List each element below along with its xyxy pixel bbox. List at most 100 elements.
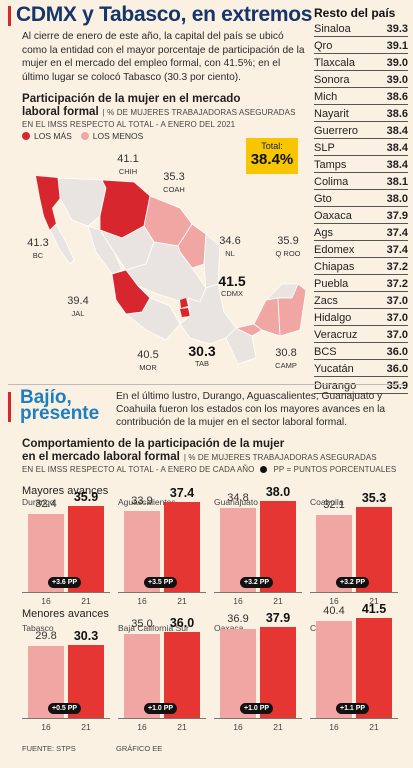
ranking-value: 36.0 <box>386 363 408 375</box>
ranking-value: 38.4 <box>386 125 408 137</box>
panel-state-name: Tabasco <box>22 623 54 633</box>
year-tick-label: 21 <box>177 596 187 606</box>
bar-label-2021: 37.4 <box>169 486 195 501</box>
ranking-state: Colima <box>314 176 349 188</box>
total-label: Total: <box>261 141 283 151</box>
year-tick-label: 16 <box>137 596 147 606</box>
year-tick-label: 16 <box>329 722 339 732</box>
ranking-value: 37.4 <box>386 227 408 239</box>
section2-title-line1: Bajío, <box>20 387 72 408</box>
ranking-row: Zacs 37.0 <box>314 292 408 309</box>
change-pp-badge: +1.0 PP <box>144 703 178 714</box>
year-tick-label: 16 <box>233 722 243 732</box>
map-state-south-west <box>125 297 181 341</box>
ranking-value: 37.4 <box>386 244 408 256</box>
map-label-tab: 30.3 TAB <box>188 343 216 368</box>
ranking-row: Mich 38.6 <box>314 88 408 105</box>
map-state-cdmx <box>180 298 188 308</box>
panel-state-name: Baja California Sur <box>118 623 189 633</box>
legend-less-label: LOS MENOS <box>92 131 144 141</box>
panel-baseline <box>214 718 302 719</box>
bar-label-2021: 35.3 <box>361 491 387 506</box>
credit-note: GRÁFICO EE <box>116 744 163 753</box>
legend-less-swatch <box>80 132 89 140</box>
section-divider <box>8 384 406 385</box>
ranking-state: Durango <box>314 380 357 392</box>
section2-title-line2: presente <box>20 403 100 424</box>
change-pp-badge: +3.6 PP <box>48 577 82 588</box>
legend-more-swatch <box>22 132 30 140</box>
ranking-row: Puebla 37.2 <box>314 275 408 292</box>
change-pp-badge: +3.2 PP <box>240 577 274 588</box>
ranking-value: 38.6 <box>386 91 408 103</box>
bar-label-2016: 34.8 <box>227 492 249 505</box>
legend-more-label: LOS MÁS <box>34 131 72 141</box>
ranking-value: 39.0 <box>386 74 408 86</box>
ranking-row: Gto 38.0 <box>314 190 408 207</box>
bar-2021 <box>356 618 392 718</box>
ranking-state: Chiapas <box>314 261 355 273</box>
ranking-state: Oaxaca <box>314 210 352 222</box>
map-state-son <box>57 177 107 227</box>
ranking-row: Sonora 39.0 <box>314 71 408 88</box>
ranking-state: Yucatán <box>314 363 354 375</box>
chart-note-line2: EN EL IMSS RESPECTO AL TOTAL - A ENERO D… <box>22 465 255 474</box>
ranking-state: Guerrero <box>314 125 359 137</box>
year-tick-label: 21 <box>273 596 283 606</box>
panel-baseline <box>214 592 302 593</box>
panel-state-name: Oaxaca <box>214 623 244 633</box>
map-state-mor <box>180 308 190 317</box>
ranking-state: Edomex <box>314 244 355 256</box>
map-label-chih: 41.1 CHIH <box>117 153 139 177</box>
ranking-row: BCS 36.0 <box>314 343 408 360</box>
year-tick-label: 16 <box>41 596 51 606</box>
panel-state-name: Durango <box>22 497 55 507</box>
title-accent-bar <box>8 6 11 26</box>
ranking-state: Sinaloa <box>314 23 351 35</box>
bar-label-2021: 36.0 <box>169 615 195 630</box>
map-state-center <box>125 241 207 303</box>
bar-label-2016: 32.1 <box>323 498 345 511</box>
ranking-value: 38.4 <box>386 159 408 171</box>
ranking-value: 39.0 <box>386 57 408 69</box>
bar-label-2021: 35.9 <box>73 489 99 504</box>
bar-label-2016: 40.4 <box>323 605 345 618</box>
ranking-state: Ags <box>314 227 333 239</box>
ranking-value: 35.9 <box>386 380 408 392</box>
change-pp-badge: +3.2 PP <box>336 577 370 588</box>
ranking-row: Oaxaca 37.9 <box>314 207 408 224</box>
ranking-row: Nayarit 38.6 <box>314 105 408 122</box>
map-state-qroo <box>277 283 307 337</box>
year-tick-label: 21 <box>81 596 91 606</box>
panel-baseline <box>118 718 206 719</box>
chart-heading: Comportamiento de la participación de la… <box>22 437 412 474</box>
map-label-cdmx: 41.5 CDMX <box>218 273 246 298</box>
ranking-value: 37.0 <box>386 295 408 307</box>
ranking-state: Veracruz <box>314 329 358 341</box>
ranking-state: Qro <box>314 40 333 52</box>
ranking-row: Colima 38.1 <box>314 173 408 190</box>
year-tick-label: 21 <box>369 722 379 732</box>
year-tick-label: 21 <box>369 596 379 606</box>
ranking-state: Tamps <box>314 159 347 171</box>
map-note-inline: | % DE MUJERES TRABAJADORAS ASEGURADAS <box>102 108 296 117</box>
ranking-row: Tamps 38.4 <box>314 156 408 173</box>
ranking-row: SLP 38.4 <box>314 139 408 156</box>
ranking-state: Zacs <box>314 295 338 307</box>
ranking-row: Qro 39.1 <box>314 37 408 54</box>
bar-2021 <box>260 627 296 718</box>
ranking-value: 37.2 <box>386 261 408 273</box>
year-tick-label: 16 <box>329 596 339 606</box>
year-tick-label: 16 <box>41 722 51 732</box>
ranking-row: Tlaxcala 39.0 <box>314 54 408 71</box>
ranking-state: Hidalgo <box>314 312 352 324</box>
map-state-bcs <box>49 223 75 265</box>
map-legend: LOS MÁS LOS MENOS <box>22 131 312 141</box>
panel-state-name: Aguascalientes <box>118 497 176 507</box>
ranking-row: Yucatán 36.0 <box>314 360 408 377</box>
ranking-row: Guerrero 38.4 <box>314 122 408 139</box>
map-label-mor: 40.5 MOR <box>137 349 159 373</box>
intro-paragraph: Al cierre de enero de este año, la capit… <box>22 31 305 83</box>
map-title-line1: Participación de la mujer en el mercado <box>22 92 241 105</box>
panel-baseline <box>22 718 110 719</box>
